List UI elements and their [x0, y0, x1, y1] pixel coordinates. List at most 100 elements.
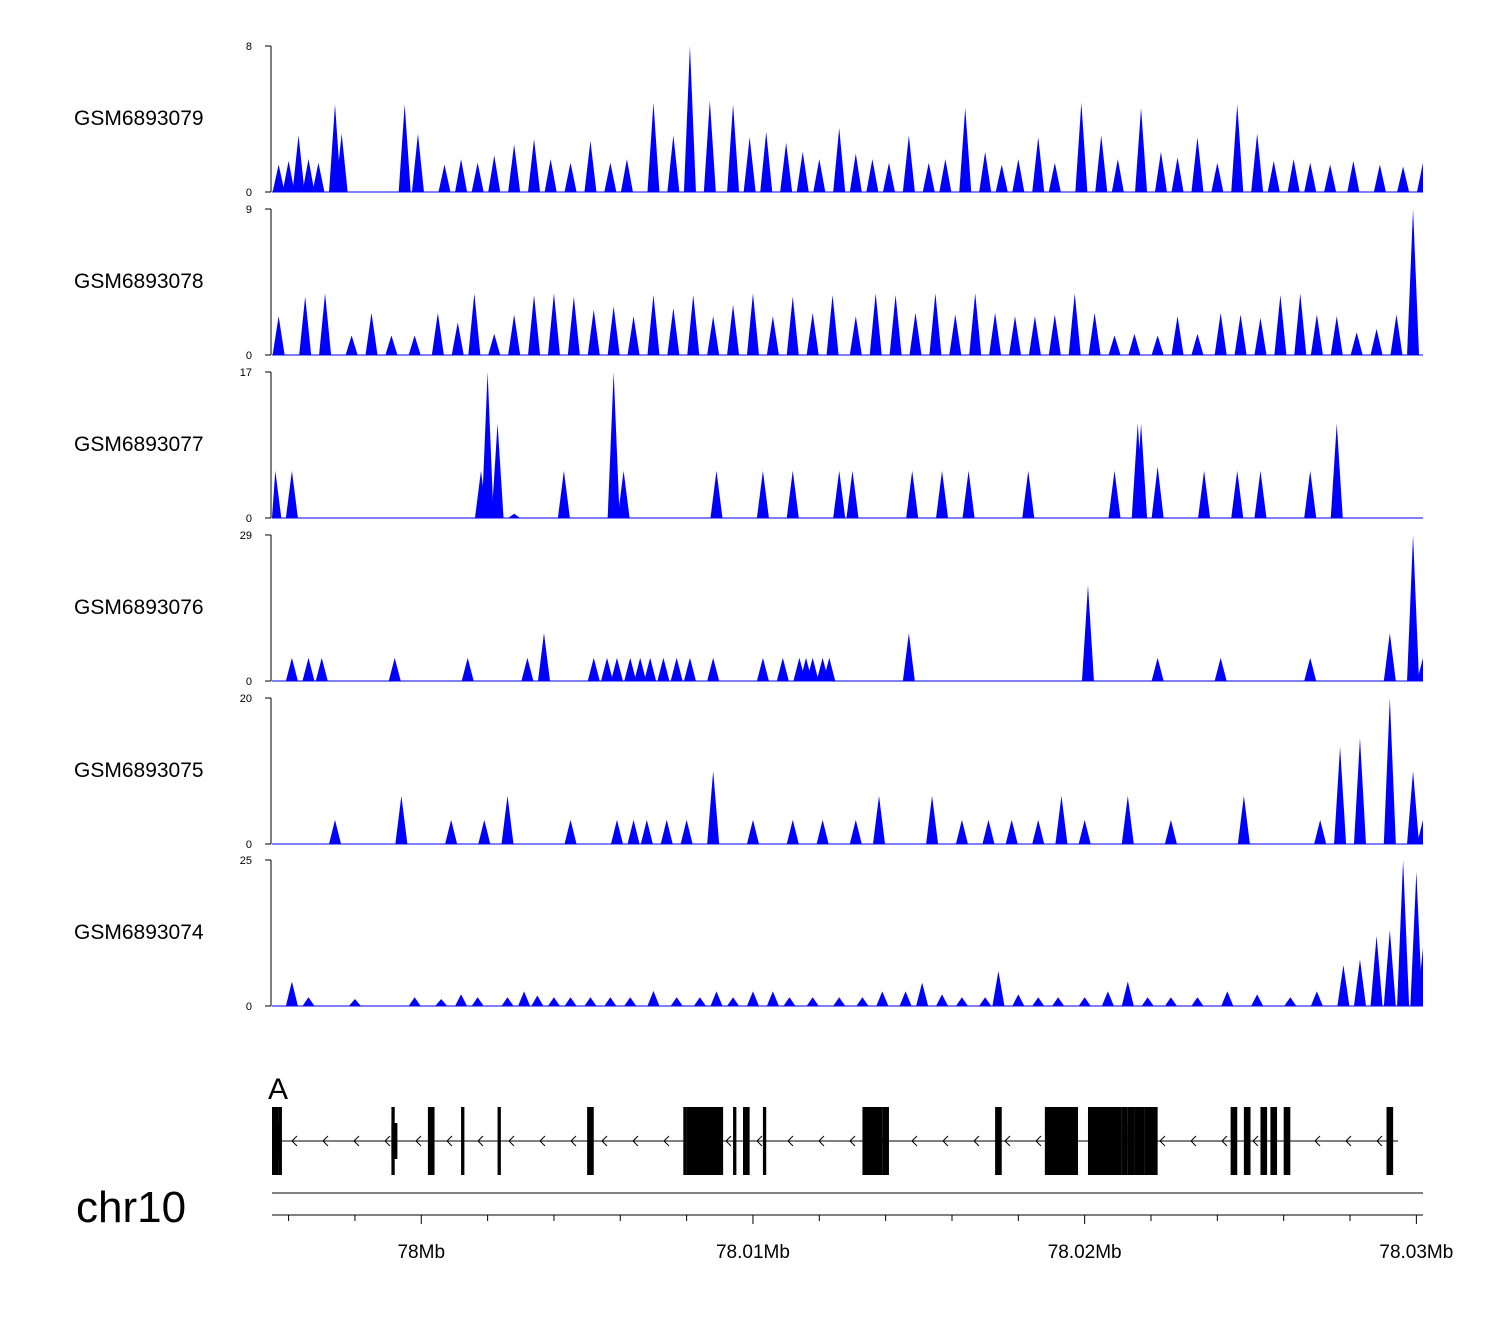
genome-tick-label: 78Mb — [397, 1242, 445, 1263]
peak-GSM6893077-15 — [936, 470, 949, 518]
peak-GSM6893078-20 — [687, 294, 700, 355]
strand-chevron-22 — [973, 1135, 980, 1147]
track-GSM6893075: GSM6893075 20 0 — [74, 693, 1423, 851]
peak-GSM6893078-37 — [1028, 316, 1041, 355]
exon-11 — [762, 1107, 767, 1175]
peak-GSM6893077-25 — [1304, 470, 1317, 518]
peak-GSM6893074-16 — [670, 997, 683, 1006]
peak-GSM6893079-39 — [995, 164, 1008, 192]
strand-chevron-15 — [756, 1135, 763, 1147]
peak-GSM6893075-32 — [1417, 819, 1423, 844]
exon-27 — [1386, 1107, 1394, 1175]
peak-GSM6893078-11 — [508, 314, 521, 355]
strand-chevron-35 — [1376, 1135, 1383, 1147]
peak-GSM6893078-39 — [1068, 293, 1081, 355]
exon-6 — [587, 1107, 594, 1175]
strand-chevron-11 — [632, 1135, 639, 1147]
peak-GSM6893079-49 — [1191, 137, 1204, 192]
peak-GSM6893074-30 — [955, 997, 968, 1006]
peak-GSM6893075-1 — [395, 795, 408, 844]
peak-GSM6893076-0 — [285, 657, 298, 681]
peak-GSM6893074-45 — [1310, 991, 1323, 1006]
y-tick-label-zero: 0 — [246, 513, 252, 525]
peak-GSM6893077-22 — [1198, 470, 1211, 518]
genome-tick-label: 78.02Mb — [1048, 1242, 1122, 1263]
peak-GSM6893079-28 — [796, 151, 809, 192]
peak-GSM6893078-33 — [949, 314, 962, 355]
peak-GSM6893075-4 — [501, 795, 514, 844]
utr-exon-0 — [275, 1123, 282, 1159]
track-label: GSM6893078 — [74, 270, 204, 293]
peak-GSM6893079-27 — [780, 142, 793, 192]
peak-GSM6893079-11 — [471, 162, 484, 192]
peak-GSM6893078-14 — [567, 296, 580, 355]
strand-chevron-5 — [446, 1135, 453, 1147]
exon-15 — [1044, 1107, 1079, 1175]
peak-GSM6893078-27 — [826, 294, 839, 355]
peak-GSM6893076-10 — [624, 657, 637, 681]
peak-GSM6893075-17 — [926, 795, 939, 844]
peak-GSM6893077-18 — [1108, 470, 1121, 518]
peak-GSM6893074-8 — [518, 991, 531, 1006]
genome-tick-label: 78.01Mb — [716, 1242, 790, 1263]
strand-chevron-23 — [1004, 1135, 1011, 1147]
strand-chevron-9 — [570, 1135, 577, 1147]
y-tick-label-max: 25 — [240, 855, 252, 867]
peak-GSM6893078-6 — [408, 335, 421, 355]
peak-GSM6893074-41 — [1191, 997, 1204, 1006]
peak-GSM6893078-46 — [1214, 312, 1227, 355]
peak-GSM6893076-9 — [610, 657, 623, 681]
peak-GSM6893074-1 — [302, 997, 315, 1006]
peak-GSM6893074-35 — [1052, 997, 1065, 1006]
peak-GSM6893079-54 — [1287, 159, 1300, 192]
peak-GSM6893075-25 — [1164, 819, 1177, 844]
peak-GSM6893074-44 — [1284, 997, 1297, 1006]
peak-GSM6893079-21 — [667, 135, 680, 192]
exon-20 — [1144, 1107, 1152, 1175]
peak-GSM6893079-52 — [1251, 133, 1264, 192]
peak-GSM6893079-8 — [411, 133, 424, 192]
peak-GSM6893074-38 — [1121, 981, 1134, 1006]
peak-GSM6893078-56 — [1407, 209, 1420, 355]
peak-GSM6893074-23 — [806, 997, 819, 1006]
peak-GSM6893079-41 — [1032, 137, 1045, 192]
peak-GSM6893076-25 — [1081, 585, 1094, 681]
peak-GSM6893078-45 — [1191, 333, 1204, 355]
peak-GSM6893078-25 — [786, 296, 799, 355]
peak-GSM6893079-26 — [760, 131, 773, 192]
track-GSM6893076: GSM6893076 29 0 — [74, 530, 1423, 688]
utr-exon-1 — [391, 1123, 398, 1159]
peak-GSM6893074-37 — [1101, 991, 1114, 1006]
peak-GSM6893078-22 — [727, 304, 740, 355]
peak-GSM6893078-43 — [1151, 335, 1164, 355]
peak-GSM6893079-55 — [1304, 162, 1317, 192]
peak-GSM6893077-11 — [786, 470, 799, 518]
peak-GSM6893076-18 — [776, 657, 789, 681]
y-tick-label-zero: 0 — [246, 187, 252, 199]
peak-GSM6893079-1 — [282, 160, 295, 192]
peak-GSM6893075-3 — [478, 819, 491, 844]
peak-GSM6893077-17 — [1022, 470, 1035, 518]
peak-GSM6893079-31 — [849, 153, 862, 192]
peak-GSM6893075-2 — [445, 819, 458, 844]
strand-chevron-17 — [818, 1135, 825, 1147]
peak-GSM6893079-19 — [620, 159, 633, 192]
peak-GSM6893076-12 — [644, 657, 657, 681]
peak-GSM6893077-5 — [508, 513, 521, 518]
strand-chevron-8 — [539, 1135, 546, 1147]
peak-GSM6893078-44 — [1171, 316, 1184, 355]
peak-GSM6893077-7 — [607, 372, 620, 518]
peak-GSM6893075-28 — [1334, 746, 1347, 844]
peak-GSM6893077-1 — [285, 470, 298, 518]
peak-GSM6893078-7 — [431, 312, 444, 355]
peak-GSM6893075-7 — [627, 819, 640, 844]
peak-GSM6893075-5 — [564, 819, 577, 844]
exon-3 — [427, 1107, 435, 1175]
peak-GSM6893075-0 — [329, 819, 342, 844]
peak-GSM6893074-20 — [746, 991, 759, 1006]
peak-GSM6893078-41 — [1108, 335, 1121, 355]
peak-GSM6893076-8 — [601, 657, 614, 681]
peak-GSM6893075-6 — [610, 819, 623, 844]
peak-GSM6893079-16 — [564, 162, 577, 192]
peak-GSM6893078-8 — [451, 322, 464, 355]
